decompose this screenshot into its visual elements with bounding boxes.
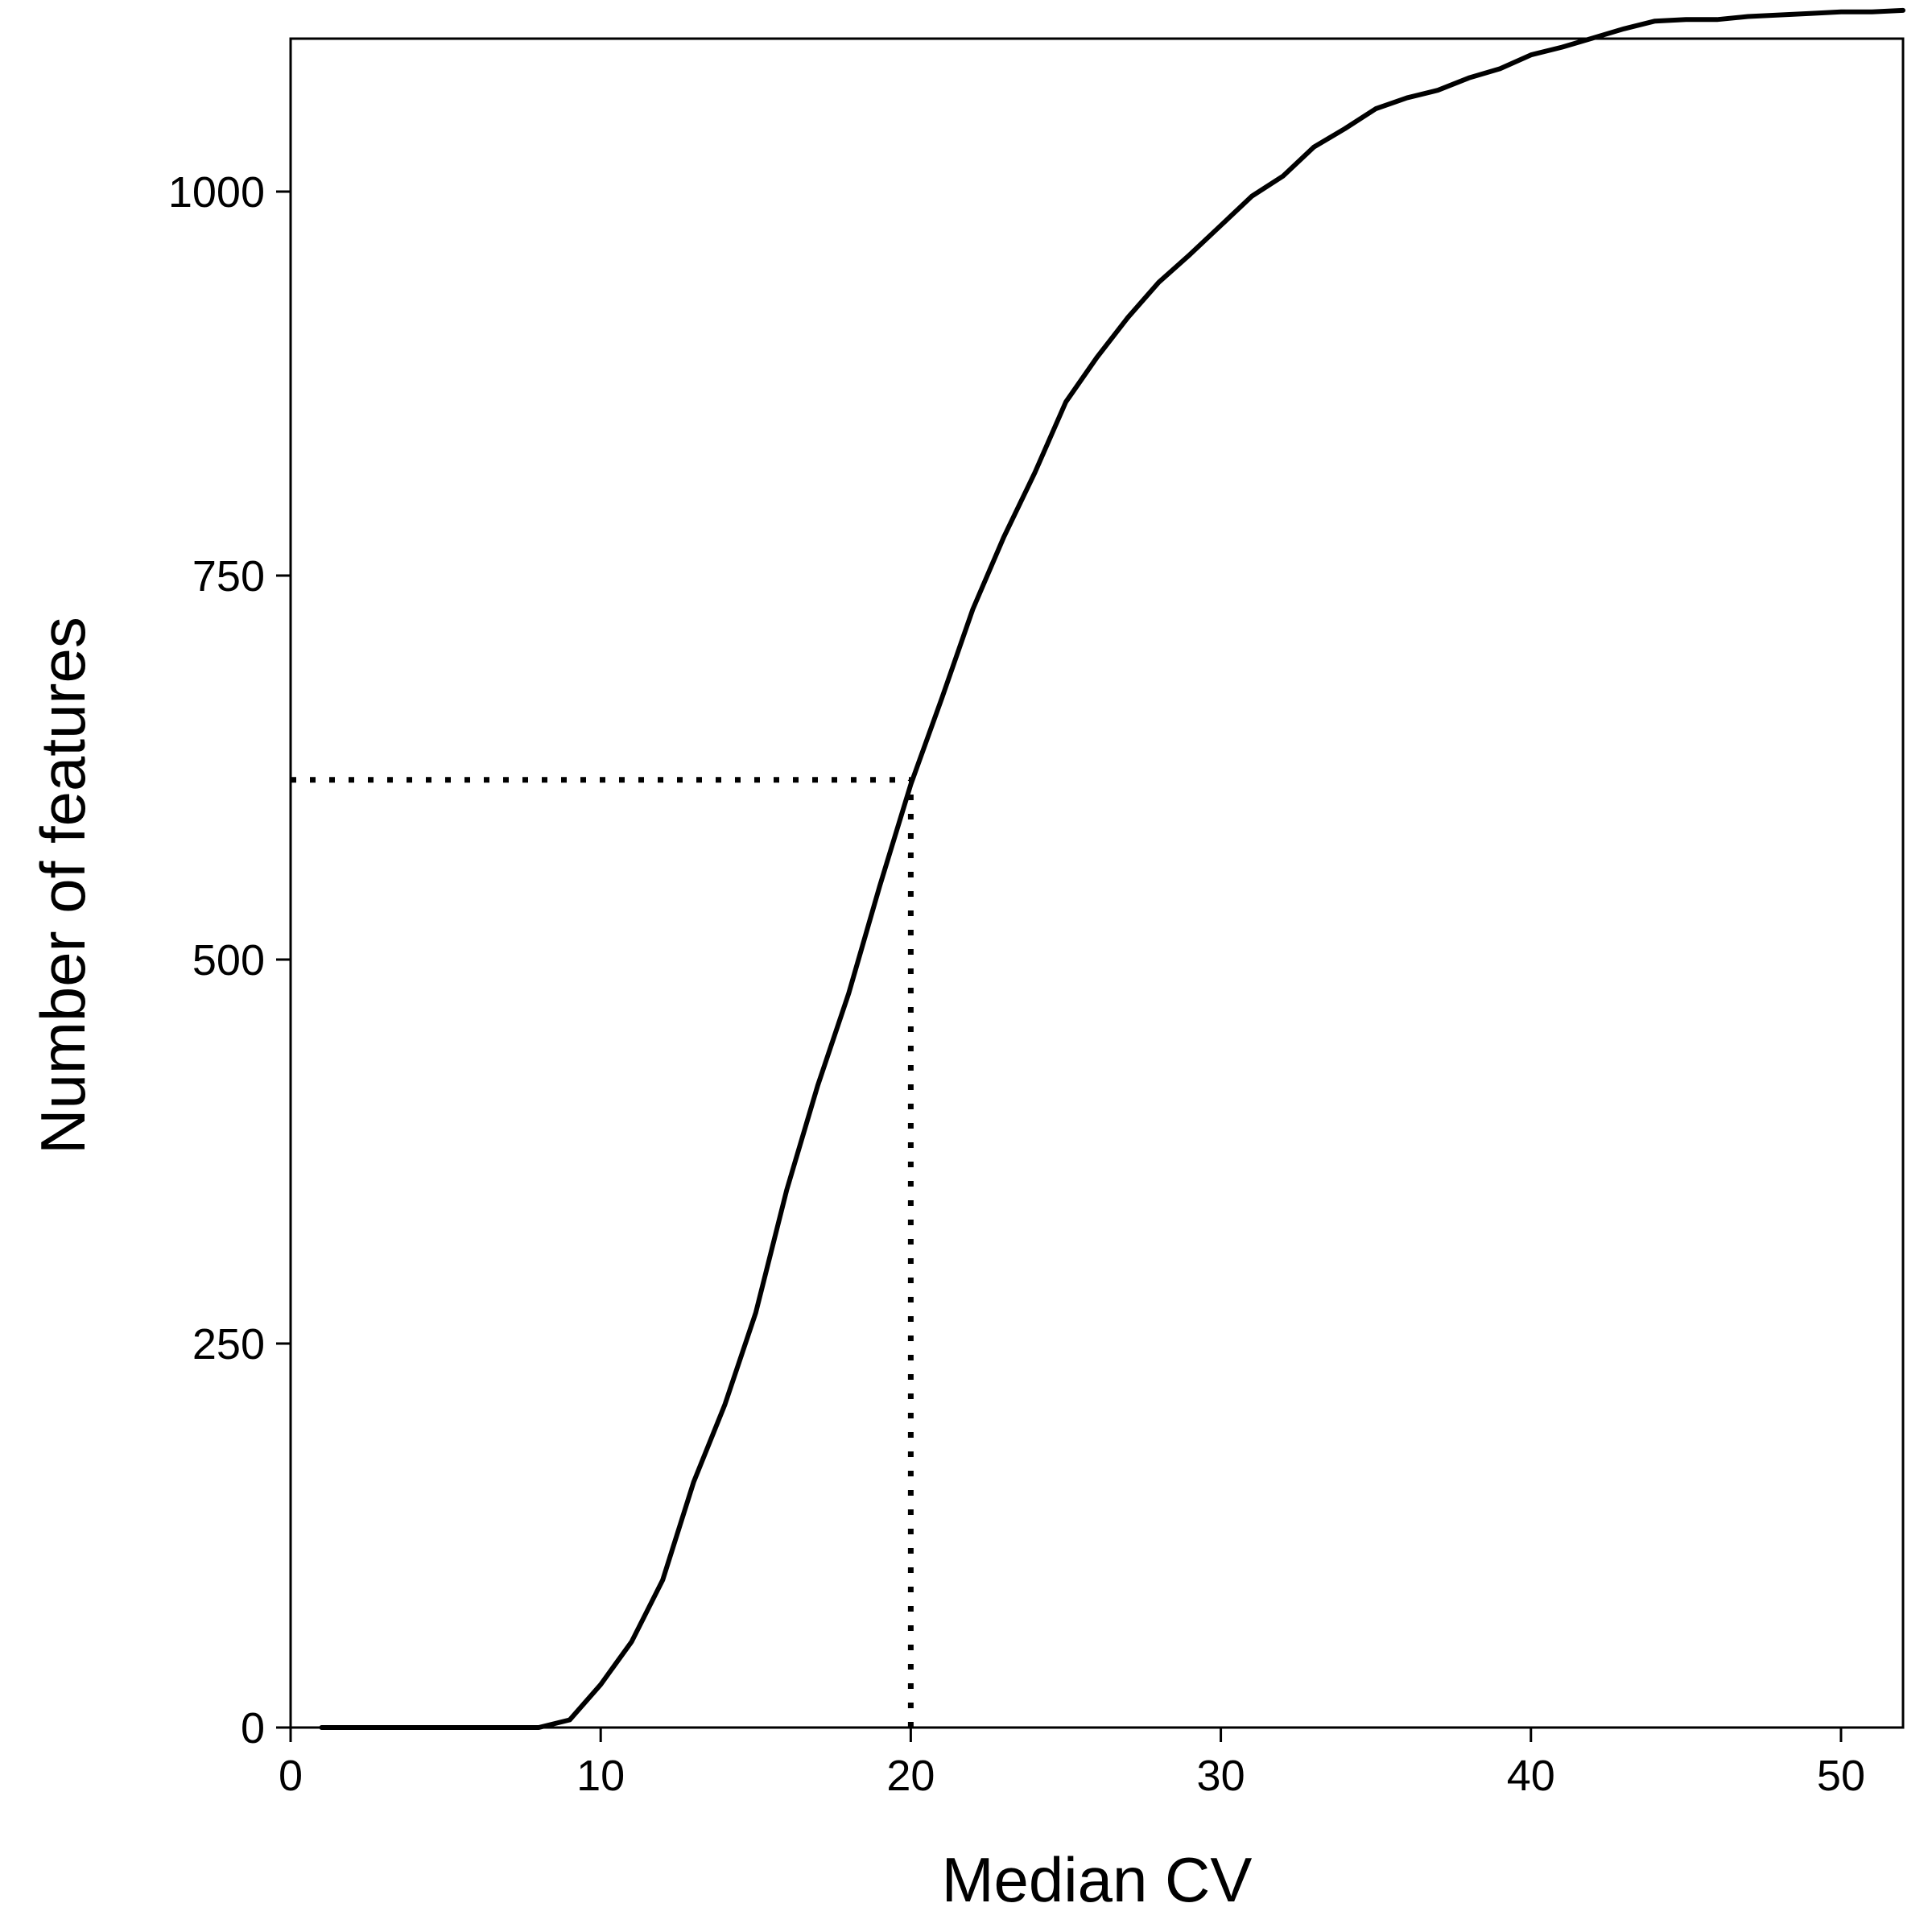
x-tick-label: 20 — [886, 1752, 935, 1800]
x-tick-label: 40 — [1507, 1752, 1555, 1800]
x-tick-label: 0 — [279, 1752, 303, 1800]
x-tick-label: 10 — [576, 1752, 625, 1800]
x-axis-label: Median CV — [942, 1844, 1253, 1915]
y-tick-label: 1000 — [168, 168, 265, 217]
reference-lines-layer — [291, 777, 914, 1728]
y-tick-label: 0 — [241, 1704, 265, 1752]
series-layer — [319, 7, 1905, 1730]
y-tick-label: 250 — [192, 1320, 265, 1368]
series-line-0 — [319, 7, 1905, 1730]
y-tick-label: 500 — [192, 936, 265, 985]
y-axis-label: Number of features — [27, 617, 98, 1154]
x-tick-label: 30 — [1197, 1752, 1245, 1800]
plot-frame — [289, 37, 1905, 1729]
y-tick-label: 750 — [192, 552, 265, 601]
x-tick-label: 50 — [1817, 1752, 1865, 1800]
